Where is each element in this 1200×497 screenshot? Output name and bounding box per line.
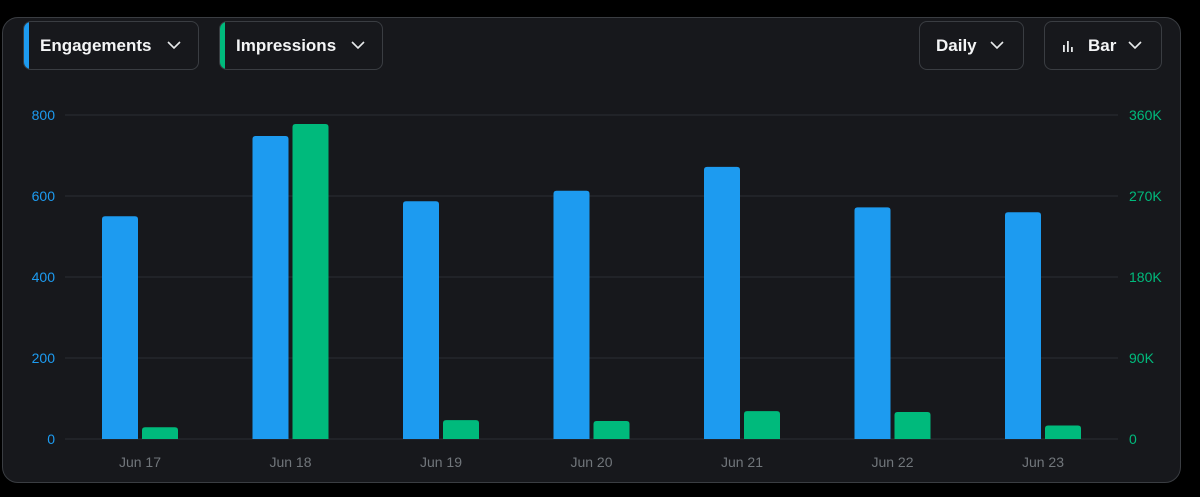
engagements-color-marker bbox=[24, 22, 29, 69]
chevron-down-icon bbox=[1128, 41, 1142, 50]
bar-engagements-3[interactable] bbox=[553, 190, 590, 439]
bar-engagements-1[interactable] bbox=[252, 136, 289, 439]
chevron-down-icon bbox=[990, 41, 1004, 50]
x-tick-label: Jun 17 bbox=[119, 454, 161, 470]
bar-impressions-6[interactable] bbox=[1045, 425, 1081, 440]
x-tick-label: Jun 22 bbox=[871, 454, 913, 470]
x-tick-label: Jun 18 bbox=[269, 454, 311, 470]
engagements-dropdown-label: Engagements bbox=[40, 35, 152, 55]
bar-chart-icon bbox=[1063, 40, 1073, 52]
bar-engagements-0[interactable] bbox=[102, 216, 138, 439]
bar-impressions-0[interactable] bbox=[142, 427, 178, 439]
bar-engagements-6[interactable] bbox=[1005, 212, 1041, 439]
interval-dropdown-label: Daily bbox=[936, 35, 977, 55]
x-tick-label: Jun 20 bbox=[570, 454, 612, 470]
y-right-tick-label: 0 bbox=[1129, 431, 1137, 447]
y-left-tick-label: 800 bbox=[32, 107, 56, 123]
bar-impressions-4[interactable] bbox=[744, 411, 780, 439]
bar-engagements-2[interactable] bbox=[403, 201, 439, 439]
bars bbox=[102, 124, 1081, 439]
bar-impressions-3[interactable] bbox=[593, 421, 630, 439]
y-right-tick-label: 270K bbox=[1129, 188, 1162, 204]
y-left-tick-label: 600 bbox=[32, 188, 56, 204]
x-tick-label: Jun 19 bbox=[420, 454, 462, 470]
y-left-tick-label: 0 bbox=[47, 431, 55, 447]
impressions-dropdown-label: Impressions bbox=[236, 35, 337, 55]
impressions-metric-dropdown[interactable]: Impressions bbox=[219, 21, 383, 70]
bar-impressions-5[interactable] bbox=[894, 412, 931, 439]
chevron-down-icon bbox=[351, 41, 365, 50]
interval-dropdown[interactable]: Daily bbox=[919, 21, 1024, 70]
engagements-metric-dropdown[interactable]: Engagements bbox=[23, 21, 199, 70]
y-right-tick-label: 180K bbox=[1129, 269, 1162, 285]
chart-type-dropdown-label: Bar bbox=[1088, 35, 1117, 55]
x-tick-label: Jun 21 bbox=[721, 454, 763, 470]
bar-impressions-1[interactable] bbox=[292, 124, 329, 439]
y-left-tick-label: 400 bbox=[32, 269, 56, 285]
chevron-down-icon bbox=[167, 41, 181, 50]
x-tick-label: Jun 23 bbox=[1022, 454, 1064, 470]
chart-panel bbox=[2, 17, 1181, 483]
y-left-tick-label: 200 bbox=[32, 350, 56, 366]
tick-labels: 0 200 400 600 800 0 90K 180K 270K 360K Jun 17 Jun 1… bbox=[32, 107, 1163, 470]
bar-engagements-5[interactable] bbox=[854, 207, 891, 439]
bar-engagements-4[interactable] bbox=[704, 166, 740, 439]
y-right-tick-label: 90K bbox=[1129, 350, 1155, 366]
chart-type-dropdown[interactable]: Bar bbox=[1044, 21, 1162, 70]
gridlines bbox=[65, 114, 1118, 440]
bar-impressions-2[interactable] bbox=[443, 420, 479, 439]
y-right-tick-label: 360K bbox=[1129, 107, 1162, 123]
impressions-color-marker bbox=[220, 22, 225, 69]
